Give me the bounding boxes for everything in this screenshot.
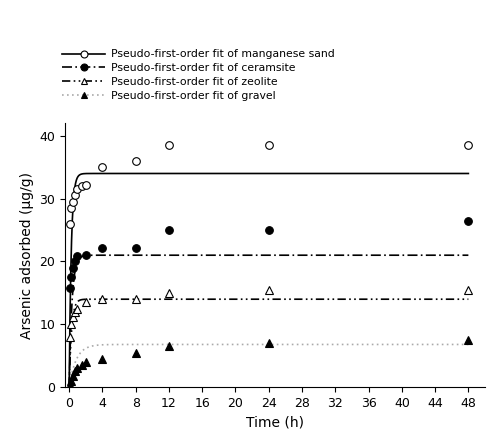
Legend: Pseudo-first-order fit of manganese sand, Pseudo-first-order fit of ceramsite, P: Pseudo-first-order fit of manganese sand… <box>62 49 334 101</box>
Y-axis label: Arsenic adsorbed (μg/g): Arsenic adsorbed (μg/g) <box>20 172 34 339</box>
X-axis label: Time (h): Time (h) <box>246 415 304 429</box>
